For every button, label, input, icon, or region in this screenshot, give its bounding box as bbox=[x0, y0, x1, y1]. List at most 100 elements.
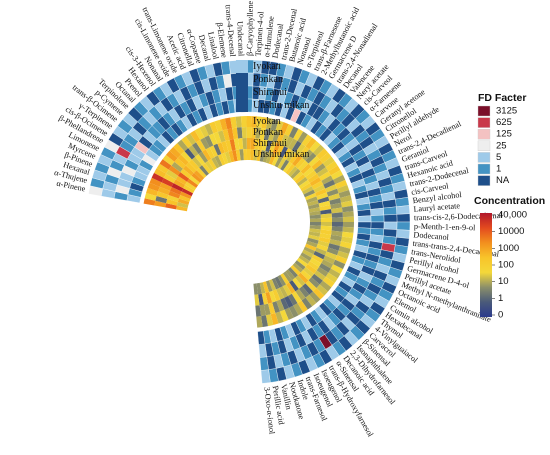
concentration-cell bbox=[308, 277, 320, 288]
fd-legend-swatch bbox=[477, 128, 491, 140]
concentration-cell bbox=[295, 157, 306, 169]
concentration-cell bbox=[265, 280, 273, 292]
concentration-cell bbox=[342, 211, 354, 218]
concentration-cell bbox=[333, 259, 346, 270]
concentration-cell bbox=[262, 151, 270, 163]
concentration-cell bbox=[322, 276, 335, 288]
concentration-cell bbox=[312, 287, 325, 300]
concentration-cell bbox=[276, 144, 285, 157]
concentration-cell bbox=[171, 183, 184, 192]
concentration-cell bbox=[143, 198, 156, 206]
concentration-cell bbox=[259, 282, 266, 294]
concentration-cell bbox=[295, 288, 306, 301]
concentration-cell bbox=[175, 175, 188, 185]
concentration-cell bbox=[320, 217, 332, 222]
concentration-cell bbox=[261, 315, 268, 327]
concentration-cell bbox=[208, 158, 217, 171]
concentration-cell bbox=[279, 286, 289, 298]
concentration-cell bbox=[321, 175, 334, 185]
concentration-cell bbox=[246, 149, 251, 161]
concentration-cell bbox=[319, 263, 331, 273]
concentration-cell bbox=[151, 172, 164, 183]
concentration-cell bbox=[261, 292, 269, 305]
concentration-cell bbox=[309, 210, 321, 216]
concentration-cell bbox=[196, 139, 206, 152]
concentration-cell bbox=[176, 205, 188, 212]
concentration-cell bbox=[235, 149, 241, 161]
concentration-cell bbox=[269, 290, 277, 303]
concentration-cell bbox=[286, 282, 296, 294]
compound-label: Lauryl acetate bbox=[413, 201, 461, 214]
concentration-cell bbox=[311, 254, 324, 264]
concentration-cell bbox=[159, 159, 172, 170]
concentration-cell bbox=[285, 269, 296, 281]
concentration-cell bbox=[316, 192, 329, 200]
concentration-cell bbox=[173, 179, 186, 189]
concentration-cell bbox=[204, 123, 214, 136]
concentration-cell bbox=[288, 138, 298, 151]
concentration-cell bbox=[336, 250, 350, 260]
concentration-cell bbox=[189, 175, 201, 186]
concentration-cell bbox=[290, 168, 301, 179]
concentration-legend-title: Concentration bbox=[474, 195, 545, 207]
concentration-cell bbox=[263, 303, 271, 316]
concentration-cell bbox=[309, 228, 321, 234]
concentration-cell bbox=[284, 124, 294, 137]
concentration-cell bbox=[202, 162, 212, 174]
concentration-cell bbox=[214, 155, 223, 167]
concentration-cell bbox=[282, 284, 292, 296]
concentration-cell bbox=[292, 155, 303, 167]
fd-cell bbox=[383, 206, 397, 216]
fd-legend-title: FD Facter bbox=[478, 92, 526, 104]
fd-cell bbox=[370, 207, 385, 216]
concentration-cell bbox=[169, 146, 182, 159]
concentration-cell bbox=[233, 138, 240, 151]
concentration-cell bbox=[205, 147, 215, 159]
concentration-cell bbox=[300, 183, 312, 192]
concentration-cell bbox=[165, 203, 177, 210]
concentration-cell bbox=[261, 139, 269, 152]
fd-sample-stub bbox=[236, 73, 248, 86]
concentration-cell bbox=[284, 307, 294, 320]
concentration-cell bbox=[318, 236, 331, 244]
concentration-colorbar bbox=[480, 213, 492, 317]
concentration-cell bbox=[180, 191, 192, 200]
concentration-cell bbox=[217, 130, 226, 143]
concentration-cell bbox=[309, 291, 321, 303]
concentration-cell bbox=[309, 177, 322, 187]
concentration-cell bbox=[314, 247, 327, 256]
concentration-cell bbox=[331, 226, 343, 232]
concentration-cell bbox=[300, 252, 312, 261]
fd-cell bbox=[260, 369, 271, 384]
concentration-cell bbox=[288, 293, 298, 306]
concentration-cell bbox=[181, 188, 194, 197]
concentration-cell bbox=[298, 179, 310, 189]
concentration-cell bbox=[326, 188, 339, 197]
concentration-cell bbox=[330, 234, 342, 242]
concentration-cell bbox=[166, 169, 178, 180]
concentration-cell bbox=[159, 182, 172, 191]
concentration-cell bbox=[284, 136, 294, 149]
concentration-cell bbox=[199, 125, 209, 138]
concentration-cell bbox=[238, 138, 244, 150]
concentration-cell bbox=[307, 237, 319, 245]
concentration-cell bbox=[265, 314, 274, 327]
concentration-cell bbox=[265, 291, 273, 304]
concentration-cell bbox=[288, 305, 299, 318]
concentration-cell bbox=[185, 181, 197, 191]
concentration-cell bbox=[304, 192, 317, 201]
concentration-cell bbox=[265, 140, 273, 153]
concentration-cell bbox=[221, 141, 229, 153]
fd-legend-swatch bbox=[477, 152, 491, 163]
concentration-cell bbox=[183, 184, 195, 194]
concentration-cell bbox=[154, 200, 167, 208]
concentration-cell bbox=[291, 291, 302, 304]
concentration-cell bbox=[307, 234, 320, 241]
concentration-cell bbox=[232, 150, 238, 162]
concentration-cell bbox=[319, 204, 332, 211]
concentration-cell bbox=[165, 150, 178, 162]
concentration-cell bbox=[246, 138, 252, 150]
concentration-cell bbox=[209, 121, 218, 134]
fd-sample-label: Unshiu mikan bbox=[253, 100, 309, 111]
concentration-cell bbox=[323, 255, 336, 265]
